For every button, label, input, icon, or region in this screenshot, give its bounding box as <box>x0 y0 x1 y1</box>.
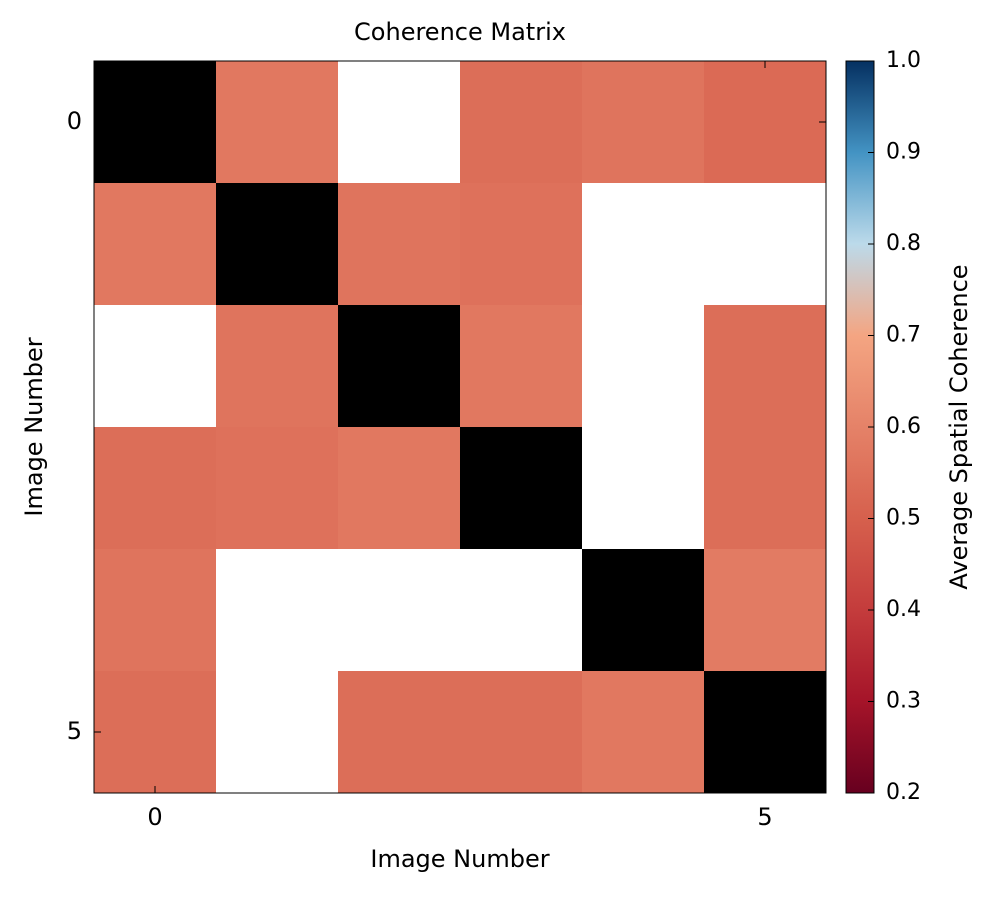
heatmap-cell <box>704 305 827 428</box>
x-tick-label: 5 <box>757 803 772 831</box>
colorbar-tick-label: 0.5 <box>886 506 921 531</box>
chart-title: Coherence Matrix <box>354 18 566 46</box>
heatmap-cell <box>704 427 827 550</box>
x-axis-label: Image Number <box>370 845 549 873</box>
heatmap-cell <box>94 671 217 794</box>
heatmap-cell <box>460 549 583 672</box>
colorbar-tick-label: 0.4 <box>886 597 921 622</box>
colorbar-tick-label: 0.7 <box>886 323 921 348</box>
colorbar-label: Average Spatial Coherence <box>945 264 973 589</box>
heatmap-cell <box>582 549 705 672</box>
heatmap-cell <box>704 61 827 184</box>
heatmap-cell <box>460 427 583 550</box>
heatmap-cell <box>94 549 217 672</box>
heatmap-cell <box>338 61 461 184</box>
heatmap-cell <box>216 183 339 306</box>
heatmap-cell <box>94 183 217 306</box>
heatmap-cell <box>94 305 217 428</box>
heatmap-cell <box>460 61 583 184</box>
colorbar-tick-label: 0.3 <box>886 689 921 714</box>
heatmap-cell <box>216 427 339 550</box>
heatmap-cell <box>582 61 705 184</box>
colorbar-tick-label: 0.9 <box>886 140 921 165</box>
heatmap-cell <box>216 549 339 672</box>
heatmap-cell <box>338 671 461 794</box>
colorbar-tick-label: 0.8 <box>886 231 921 256</box>
heatmap-cell <box>704 671 827 794</box>
colorbar-tick-label: 0.2 <box>886 780 921 805</box>
heatmap-cell <box>582 671 705 794</box>
y-tick-label: 5 <box>67 717 82 745</box>
colorbar-tick-label: 1.0 <box>886 48 921 73</box>
y-axis-label: Image Number <box>20 337 48 516</box>
heatmap-cell <box>216 671 339 794</box>
heatmap-cell <box>338 183 461 306</box>
heatmap-cell <box>460 305 583 428</box>
heatmap-cell <box>338 427 461 550</box>
heatmap-cell <box>216 305 339 428</box>
heatmap-cell <box>94 61 217 184</box>
x-tick-label: 0 <box>147 803 162 831</box>
heatmap-cell <box>460 671 583 794</box>
heatmap-cell <box>582 183 705 306</box>
heatmap-cell <box>216 61 339 184</box>
heatmap-cell <box>582 427 705 550</box>
colorbar-tick-label: 0.6 <box>886 414 921 439</box>
plot-frame <box>93 60 827 794</box>
heatmap-cell <box>582 305 705 428</box>
heatmap-cell <box>460 183 583 306</box>
y-tick-label: 0 <box>67 107 82 135</box>
heatmap-cell <box>338 305 461 428</box>
heatmap-cell <box>338 549 461 672</box>
heatmap-cell <box>704 549 827 672</box>
heatmap-cell <box>94 427 217 550</box>
heatmap-cell <box>704 183 827 306</box>
